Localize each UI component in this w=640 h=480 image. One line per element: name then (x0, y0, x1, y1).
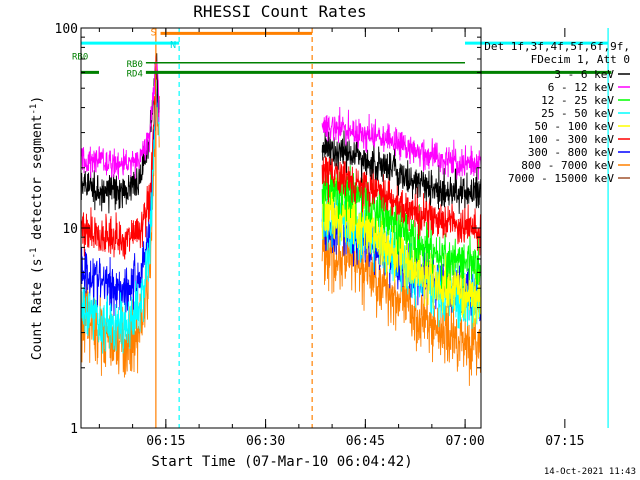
series-800-7000-kev-segment-2 (321, 210, 481, 386)
green-state-label: RB0 (127, 60, 143, 70)
y-tick-label-10: 10 (62, 222, 78, 237)
legend-label-6-12-kev: 6 - 12 keV (548, 81, 615, 94)
legend-label-7000-15000-kev: 7000 - 15000 keV (508, 172, 614, 185)
legend-header-line-1: Det 1f,3f,4f,5f,6f,9f, (484, 40, 630, 53)
legend-label-12-25-kev: 12 - 25 keV (541, 94, 614, 107)
orange-state-label: S (150, 27, 156, 38)
y-axis-label: Count Rate (s-1 detector segment-1) (29, 96, 45, 360)
x-tick-label-0645: 06:45 (346, 434, 385, 449)
x-tick-label-0700: 07:00 (446, 434, 485, 449)
rb0-label: RB0 (72, 53, 88, 63)
green-state-label: RD4 (127, 69, 143, 79)
series-3-6-kev-segment-1 (81, 53, 160, 214)
cyan-state-label: N (170, 40, 176, 51)
y-label-end: ) (30, 96, 45, 104)
series-50-100-kev-segment-1 (321, 177, 481, 327)
x-tick-label-0630: 06:30 (246, 434, 285, 449)
legend-label-25-50-kev: 25 - 50 keV (541, 107, 614, 120)
series-6-12-kev-segment-1 (81, 54, 160, 180)
legend-label-50-100-kev: 50 - 100 keV (535, 120, 615, 133)
series-25-50-kev-segment-2 (321, 192, 481, 329)
data-layer (81, 53, 481, 386)
x-tick-label-0615: 06:15 (146, 434, 185, 449)
series-100-300-kev-segment-2 (321, 156, 481, 256)
y-label-sup-1: -1 (29, 248, 39, 259)
chart-title: RHESSI Count Rates (193, 2, 366, 21)
legend-label-100-300-kev: 100 - 300 keV (528, 133, 614, 146)
y-tick-label-1: 1 (70, 422, 78, 437)
generation-timestamp: 14-Oct-2021 11:43 (544, 467, 636, 477)
x-tick-label-0715: 07:15 (545, 434, 584, 449)
legend: Det 1f,3f,4f,5f,6f,9f,FDecim 1, Att 0 3 -… (484, 40, 630, 185)
y-tick-label-100: 100 (55, 22, 78, 37)
series-6-12-kev-segment-2 (321, 106, 481, 180)
series-100-300-kev-segment-1 (81, 57, 160, 260)
x-axis-label: Start Time (07-Mar-10 06:04:42) (151, 454, 412, 470)
series-3-6-kev-segment-2 (321, 126, 481, 214)
legend-label-800-7000-kev: 800 - 7000 keV (521, 159, 614, 172)
series-25-50-kev-segment-1 (81, 56, 160, 354)
y-label-sup-2: -1 (29, 104, 39, 115)
legend-label-3-6-kev: 3 - 6 keV (554, 68, 614, 81)
series-300-800-kev-segment-1 (81, 58, 160, 322)
legend-header-line-2: FDecim 1, Att 0 (531, 53, 630, 66)
y-label-main: Count Rate (s (30, 258, 45, 360)
legend-label-300-800-kev: 300 - 800 keV (528, 146, 614, 159)
y-label-mid: detector segment (30, 115, 45, 248)
